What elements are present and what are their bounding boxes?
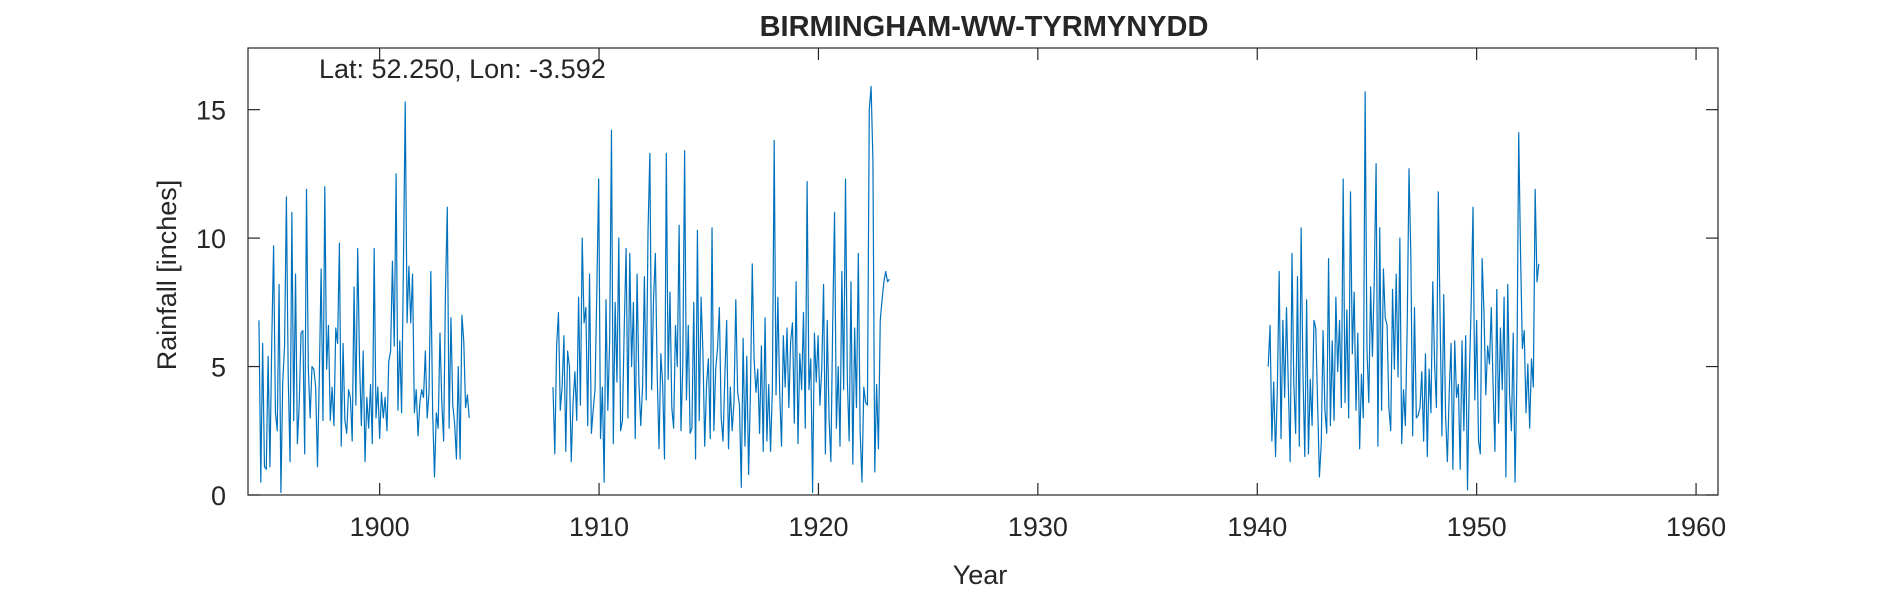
x-tick-label: 1960 <box>1666 512 1726 542</box>
y-axis-label: Rainfall [inches] <box>152 180 182 371</box>
x-tick-label: 1950 <box>1447 512 1507 542</box>
y-tick-label: 10 <box>196 224 226 254</box>
x-tick-label: 1930 <box>1008 512 1068 542</box>
rainfall-series-segment-1 <box>258 101 470 494</box>
rainfall-series-segment-2 <box>552 85 890 494</box>
axis-ticks: 1900 1910 1920 1930 1940 1950 1960 0 5 10 15 <box>196 48 1726 542</box>
x-tick-label: 1940 <box>1227 512 1287 542</box>
y-tick-label: 0 <box>211 481 226 511</box>
axes-frame <box>247 47 1719 496</box>
y-tick-label: 15 <box>196 96 226 126</box>
plot-area <box>258 85 1540 494</box>
x-tick-label: 1900 <box>350 512 410 542</box>
x-axis-label: Year <box>953 560 1008 590</box>
chart-title: BIRMINGHAM-WW-TYRMYNYDD <box>760 11 1209 43</box>
rainfall-series-segment-3 <box>1267 91 1540 491</box>
y-tick-label: 5 <box>211 353 226 383</box>
station-coordinates-annotation: Lat: 52.250, Lon: -3.592 <box>319 54 606 84</box>
x-tick-label: 1910 <box>569 512 629 542</box>
x-tick-label: 1920 <box>788 512 848 542</box>
